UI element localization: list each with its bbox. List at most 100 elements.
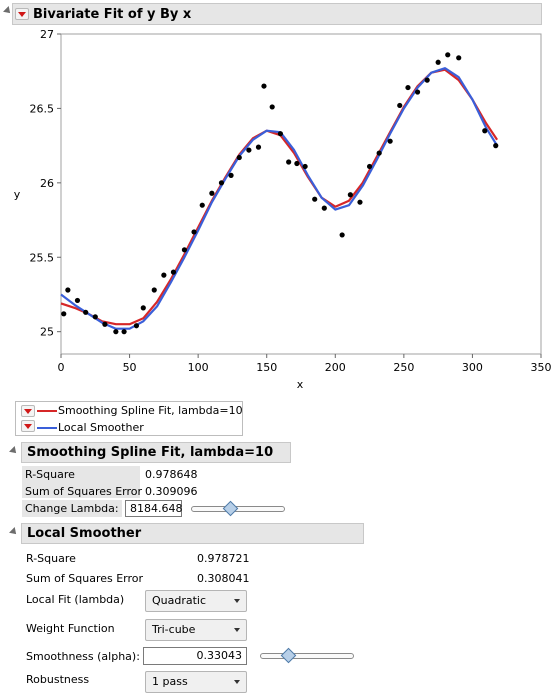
data-point [302,163,308,170]
local-disclosure-icon[interactable] [9,527,19,537]
data-point [236,154,242,161]
x-tick-label: 150 [256,361,277,374]
local-fit-label: Local Fit (lambda) [26,593,125,606]
data-point [482,128,488,134]
spline-panel-header: Smoothing Spline Fit, lambda=10 [21,442,291,463]
local-fit-select[interactable]: Quadratic [145,590,247,612]
y-tick-label: 27 [40,28,54,41]
spline-disclosure-icon[interactable] [9,446,19,456]
spline-stats-labels [22,466,140,498]
data-point [405,84,411,91]
local-legend-swatch [37,427,57,429]
data-point [181,247,188,253]
spline-legend-menu-icon[interactable] [21,405,35,417]
spline-legend-label: Smoothing Spline Fit, lambda=10 [58,404,243,417]
weight-function-select[interactable]: Tri-cube [145,619,247,641]
data-point [312,196,318,202]
smoothness-label: Smoothness (alpha): [26,650,140,663]
y-tick-label: 25.5 [30,251,55,264]
data-point [102,321,108,327]
spline-rsquare-label: R-Square [25,468,75,481]
legend [15,401,243,436]
data-point [65,287,71,293]
data-point [493,143,499,149]
data-point [456,55,462,61]
smoothness-input[interactable]: 0.33043 [143,647,247,665]
data-point [121,329,127,335]
data-point [161,272,167,278]
data-point [366,163,373,170]
spline-legend-swatch [37,410,57,412]
data-point [191,229,197,235]
data-point [209,190,215,196]
plot-frame [60,33,542,355]
spline-rsquare-value: 0.978648 [145,468,198,481]
smoothness-slider-track[interactable] [260,653,354,659]
lambda-slider-track[interactable] [191,506,285,512]
data-point [414,89,421,95]
data-point [286,159,292,165]
data-point [321,205,327,211]
data-point [424,77,430,83]
x-tick-label: 250 [393,361,414,374]
change-lambda-label: Change Lambda: [25,502,119,515]
weight-function-value: Tri-cube [152,623,196,636]
local-rsquare-label: R-Square [26,552,76,565]
local-rsquare-value: 0.978721 [197,552,250,565]
data-point [435,59,441,65]
robustness-value: 1 pass [152,675,188,688]
y-tick-label: 25 [40,326,54,339]
data-point [387,138,393,144]
weight-function-label: Weight Function [26,622,115,635]
local-fit-value: Quadratic [152,594,207,607]
x-tick-label: 50 [123,361,137,374]
local-panel-title: Local Smoother [27,526,142,541]
data-point [83,309,89,315]
data-point [199,202,205,208]
data-point [347,192,353,198]
x-tick-label: 0 [58,361,65,374]
data-point [445,52,451,58]
local-sse-label: Sum of Squares Error [26,572,144,585]
data-point [74,297,81,304]
data-point [261,83,267,89]
spline-sse-label: Sum of Squares Error [25,485,143,498]
local-panel-header: Local Smoother [21,523,364,544]
y-axis-label: y [14,188,21,201]
data-point [140,305,146,311]
spline-panel-title: Smoothing Spline Fit, lambda=10 [27,445,274,460]
bivariate-plot: 25 25.5 26 26.5 27 0 50 100 150 200 250 300 350 y x [14,28,552,391]
local-sse-value: 0.308041 [197,572,250,585]
local-legend-menu-icon[interactable] [21,420,35,432]
spline-sse-value: 0.309096 [145,485,198,498]
report-header: Bivariate Fit of y By x [12,3,542,25]
data-point [269,104,275,110]
smoothness-slider-thumb[interactable] [280,647,296,664]
data-point [277,131,284,137]
local-legend-label: Local Smoother [58,421,144,434]
data-point [61,311,67,317]
data-point [357,199,363,205]
x-tick-label: 350 [531,361,552,374]
chevron-down-icon [234,680,240,684]
data-point [339,232,345,238]
x-tick-label: 300 [462,361,483,374]
x-tick-label: 100 [188,361,209,374]
data-point [113,329,119,335]
y-tick-label: 26 [40,177,54,190]
data-point [376,150,382,156]
data-point [294,160,300,167]
data-point [246,147,252,153]
lambda-slider-thumb[interactable] [222,500,238,517]
red-triangle-menu-icon[interactable] [15,8,29,20]
data-point [397,102,403,109]
chevron-down-icon [234,599,240,603]
change-lambda-input[interactable]: 8184.648 [125,500,183,517]
robustness-label: Robustness [26,673,90,686]
robustness-select[interactable]: 1 pass [145,671,247,693]
data-point [218,180,225,186]
report-title: Bivariate Fit of y By x [33,6,192,22]
data-point [151,287,157,293]
data-point [133,323,140,329]
x-tick-label: 200 [325,361,346,374]
